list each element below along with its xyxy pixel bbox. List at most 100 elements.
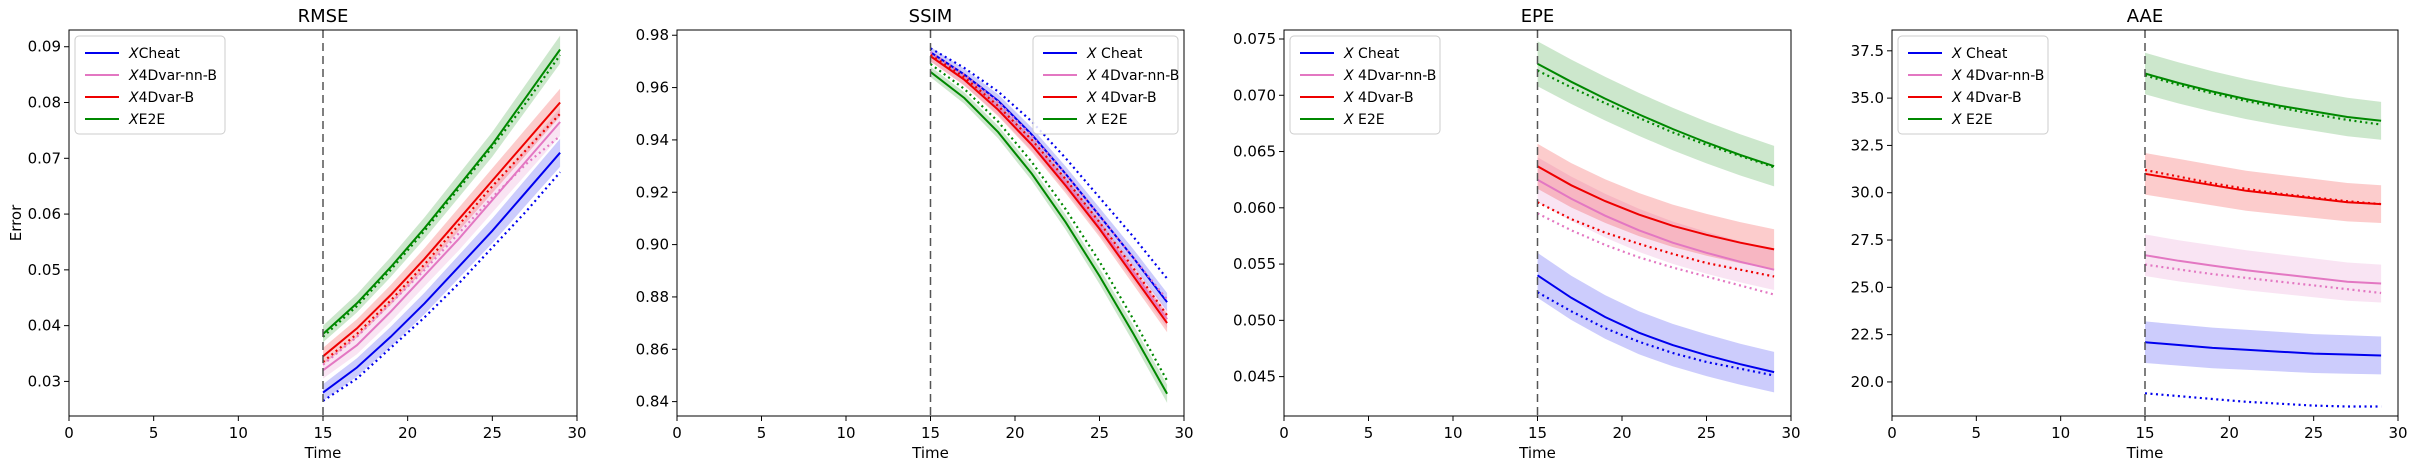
y-tick-label: 0.050 [1233,311,1276,329]
legend-label: X Cheat [1343,46,1400,62]
x-tick-label: 25 [2304,424,2323,442]
dotted-line-series-2 [322,112,561,363]
line-series-0 [1536,274,1775,374]
x-tick-label: 20 [398,424,417,442]
legend-box [1032,35,1179,135]
y-tick-label: 0.060 [1233,199,1276,217]
y-tick-label: 0.055 [1233,255,1276,273]
panel-ssim: SSIM 0 5 10 15 20 25 30 0.84 0.86 0.88 0.90 0.92 0.94… [636,6,1194,462]
dotted-line-series-3 [1537,69,1775,169]
y-tick-label: 27.5 [1851,231,1884,249]
x-tick-label: 15 [2135,424,2154,442]
x-tick-label: 25 [1697,424,1716,442]
line-series-0 [322,152,561,394]
panel-aae: AAE 0 5 10 15 20 25 30 20.0 22.5 25.0 27.5 30.0 32.5 3… [1851,6,2408,462]
line-series-2 [2144,172,2382,206]
y-tick-label: 0.04 [28,317,61,335]
y-tick-label: 0.96 [636,79,669,97]
chart-title: RMSE [298,6,349,27]
x-tick-label: 20 [2220,424,2239,442]
dotted-line-series-2 [1537,201,1775,278]
panel-epe: EPE 0 5 10 15 20 25 30 0.045 0.050 0.055 0.060 0.065… [1233,6,1801,462]
dotted-line-series-1 [929,51,1168,301]
dotted-line-series-1 [1537,212,1775,296]
dotted-line-series-3 [2144,74,2382,126]
legend-label: X E2E [1951,112,1993,128]
y-tick-label: 0.045 [1233,368,1276,386]
y-tick-label: 22.5 [1851,326,1884,344]
y-tick-label: 0.08 [28,94,61,112]
band-series-2 [2145,153,2382,223]
legend-label: X 4Dvar-nn-B [1951,68,2044,84]
y-tick-label: 0.84 [636,393,669,411]
y-tick-label: 0.09 [28,38,61,56]
line-series-3 [322,48,561,335]
y-tick-label: 25.0 [1851,278,1884,296]
y-tick-label: 0.05 [28,261,61,279]
line-series-1 [322,121,561,372]
y-tick-label: 0.06 [28,205,61,223]
band-series-2 [323,88,561,365]
band-series-0 [323,138,561,401]
dotted-line-series-0 [929,47,1168,280]
line-series-2 [1537,165,1775,251]
line-series-3 [929,71,1168,395]
line-series-0 [2144,341,2382,357]
legend: X Cheat X 4Dvar-nn-B X 4Dvar-B X E2E [1897,35,2049,135]
legend-label: X Cheat [1951,46,2008,62]
y-tick-label: 0.90 [636,236,669,254]
x-tick-label: 20 [1612,424,1631,442]
legend-box [1897,35,2049,135]
dotted-line-series-0 [2144,392,2382,408]
legend-label: X E2E [1086,112,1128,128]
legend: XCheat X4Dvar-nn-B X4Dvar-B XE2E [74,35,226,135]
y-tick-label: 0.92 [636,183,669,201]
x-tick-label: 5 [757,424,767,442]
x-tick-label: 0 [672,424,682,442]
line-series-1 [2144,254,2382,285]
y-tick-label: 37.5 [1851,42,1884,60]
line-series-2 [322,101,561,358]
x-axis-label: Time [1518,444,1556,462]
y-tick-label: 20.0 [1851,373,1884,391]
band-series-1 [323,108,561,379]
dotted-line-series-0 [322,171,561,402]
dotted-line-series-3 [929,63,1169,382]
y-tick-label: 0.070 [1233,86,1276,104]
line-series-3 [1537,62,1775,168]
x-axis-label: Time [304,444,342,462]
x-tick-label: 30 [567,424,586,442]
legend-label: X 4Dvar-B [1951,90,2022,106]
x-tick-label: 10 [1443,424,1462,442]
band-series-1 [2145,234,2382,303]
legend-label: X E2E [1343,112,1385,128]
panel-rmse: RMSE 0 5 10 15 20 25 30 0.03 0.04 0.05 0.06 0.07 0.08… [7,6,587,462]
x-tick-label: 30 [1781,424,1800,442]
x-tick-label: 5 [1364,424,1374,442]
legend-label: X4Dvar-nn-B [128,68,217,84]
y-axis-label: Error [7,204,25,241]
band-series-3 [1537,41,1775,187]
x-tick-label: 5 [1972,424,1982,442]
x-tick-label: 15 [313,424,332,442]
x-tick-label: 10 [836,424,855,442]
y-tick-label: 0.065 [1233,143,1276,161]
x-tick-label: 30 [1174,424,1193,442]
x-tick-label: 30 [2388,424,2407,442]
chart-title: AAE [2127,6,2164,27]
legend-label: X 4Dvar-B [1086,90,1157,106]
x-tick-label: 25 [1090,424,1109,442]
legend-label: X 4Dvar-B [1343,90,1414,106]
x-tick-label: 0 [1279,424,1289,442]
legend-box [74,35,226,135]
x-axis-label: Time [2126,444,2164,462]
y-tick-label: 0.03 [28,372,61,390]
x-axis-label: Time [911,444,949,462]
dotted-line-series-1 [2144,263,2382,295]
legend: X Cheat X 4Dvar-nn-B X 4Dvar-B X E2E [1032,35,1179,135]
y-tick-label: 0.07 [28,149,61,167]
y-tick-label: 35.0 [1851,89,1884,107]
dotted-line-series-0 [1536,291,1775,377]
legend-label: X 4Dvar-nn-B [1086,68,1179,84]
